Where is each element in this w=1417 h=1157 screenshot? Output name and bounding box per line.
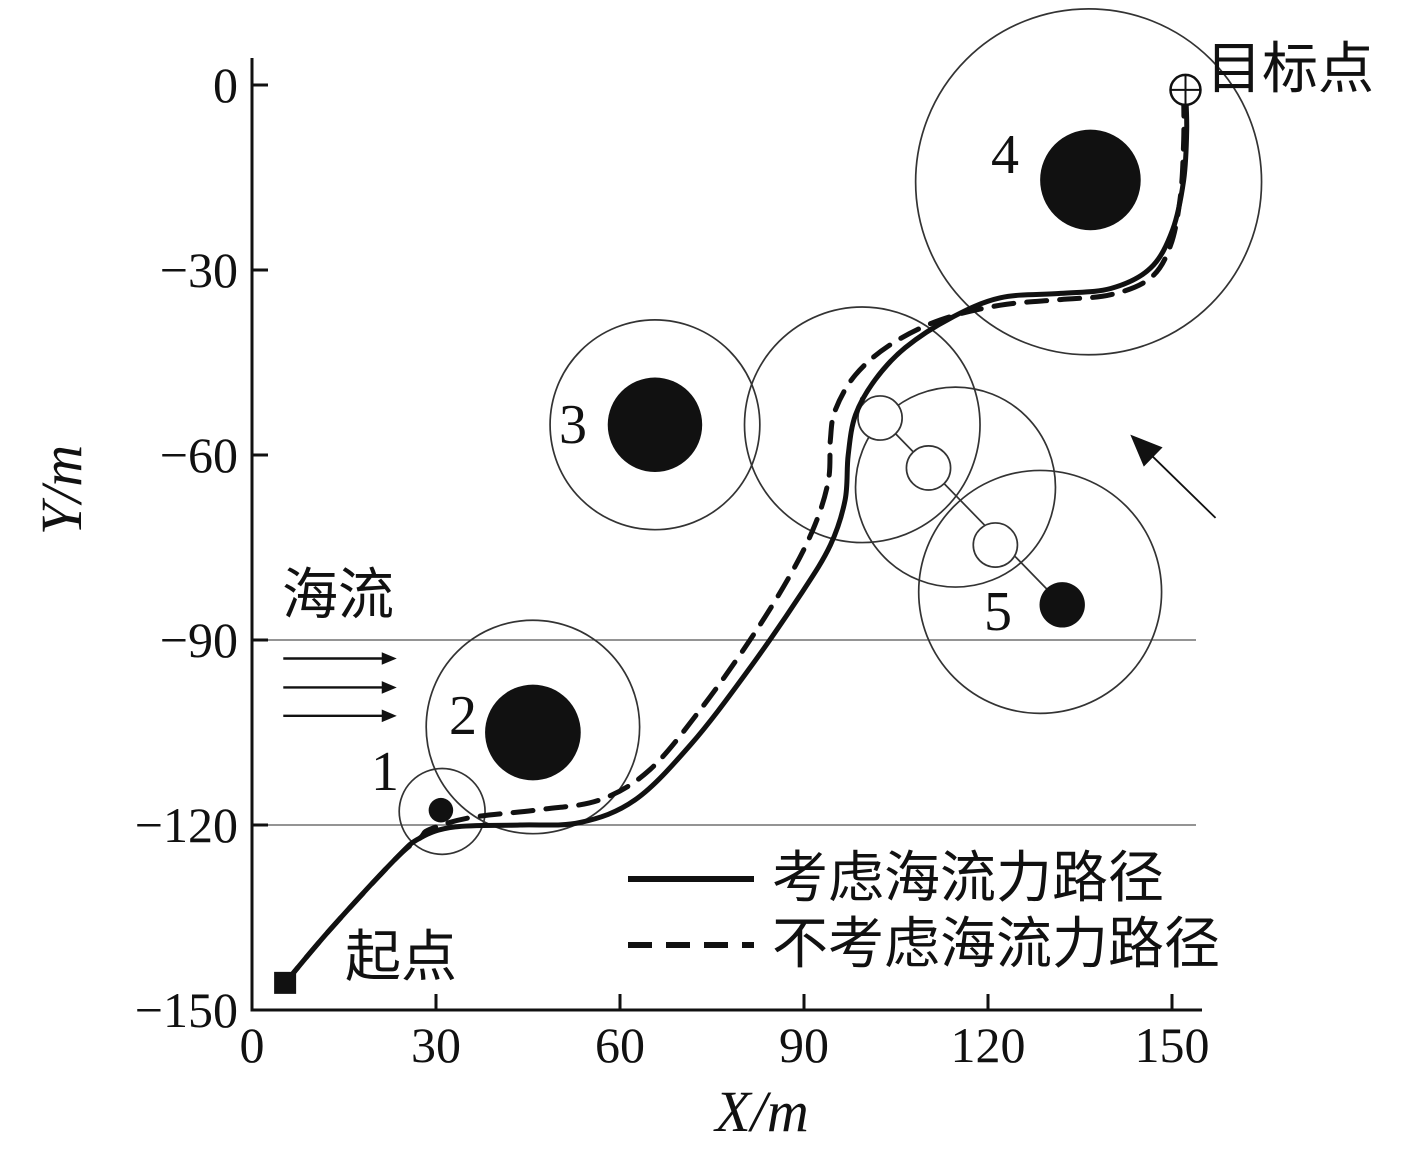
- legend-dashed-line-sample: [628, 942, 754, 948]
- x-tick-label: 150: [1135, 1017, 1210, 1073]
- x-tick-label: 0: [240, 1017, 265, 1073]
- ocean-current-arrow-head: [381, 709, 397, 723]
- y-tick-label: −90: [160, 612, 238, 668]
- y-axis-label: Y/m: [29, 444, 94, 536]
- obstacle-5-boundary-circle: [917, 469, 1163, 715]
- obstacle-5-core: [1039, 582, 1085, 628]
- obstacle-5-direction-arrow: [1141, 445, 1217, 519]
- ocean-current-arrow-head: [381, 681, 397, 694]
- y-tick-label: 0: [213, 57, 238, 113]
- obstacle-1-boundary-circle: [398, 767, 486, 856]
- obstacle-5-ghost-circle: [857, 395, 903, 441]
- x-tick-label: 90: [779, 1017, 829, 1073]
- obstacle-1-core: [428, 797, 454, 823]
- y-tick-label: −150: [135, 982, 238, 1038]
- x-axis-label: X/m: [715, 1079, 809, 1144]
- obstacle-5-boundary-circle: [854, 386, 1057, 588]
- obstacle-5-direction-arrow-head: [1130, 434, 1163, 467]
- x-tick-label: 60: [595, 1017, 645, 1073]
- path-with-current: [282, 87, 1190, 986]
- obstacle-2-label: 2: [449, 685, 477, 747]
- ocean-current-arrow-head: [381, 652, 397, 665]
- obstacle-3-boundary-circle: [549, 319, 761, 531]
- obstacle-5-label: 5: [984, 581, 1012, 643]
- obstacle-5-ghost-circle: [905, 445, 952, 491]
- legend-item-with-current: 考虑海流力路径: [628, 846, 1220, 912]
- ocean-current-label: 海流: [282, 565, 394, 627]
- start-point-label: 起点: [345, 927, 457, 989]
- x-tick-label: 30: [411, 1017, 461, 1073]
- obstacle-3-label: 3: [559, 394, 587, 456]
- obstacle-2-core: [485, 684, 581, 781]
- legend-label-without-current: 不考虑海流力路径: [772, 914, 1220, 976]
- y-tick-label: −60: [160, 427, 238, 483]
- obstacle-1-label: 1: [371, 741, 399, 803]
- obstacle-4-boundary-circle: [914, 8, 1263, 356]
- obstacle-4-core: [1040, 129, 1141, 231]
- obstacle-5-ghost-circle: [972, 522, 1019, 568]
- obstacle-5-boundary-circle: [743, 306, 981, 544]
- y-tick-label: −120: [135, 797, 238, 853]
- legend-solid-line-sample: [628, 876, 754, 882]
- y-tick-label: −30: [160, 242, 238, 298]
- obstacle-4-label: 4: [991, 124, 1019, 186]
- obstacle-2-boundary-circle: [425, 619, 641, 835]
- legend-label-with-current: 考虑海流力路径: [772, 848, 1164, 910]
- start-marker: [274, 971, 297, 994]
- path-without-current: [282, 92, 1187, 986]
- legend-item-without-current: 不考虑海流力路径: [628, 912, 1220, 978]
- target-point-label: 目标点: [1206, 39, 1374, 101]
- x-tick-label: 120: [951, 1017, 1026, 1073]
- legend: 考虑海流力路径 不考虑海流力路径: [628, 846, 1220, 978]
- obstacle-3-core: [607, 377, 703, 473]
